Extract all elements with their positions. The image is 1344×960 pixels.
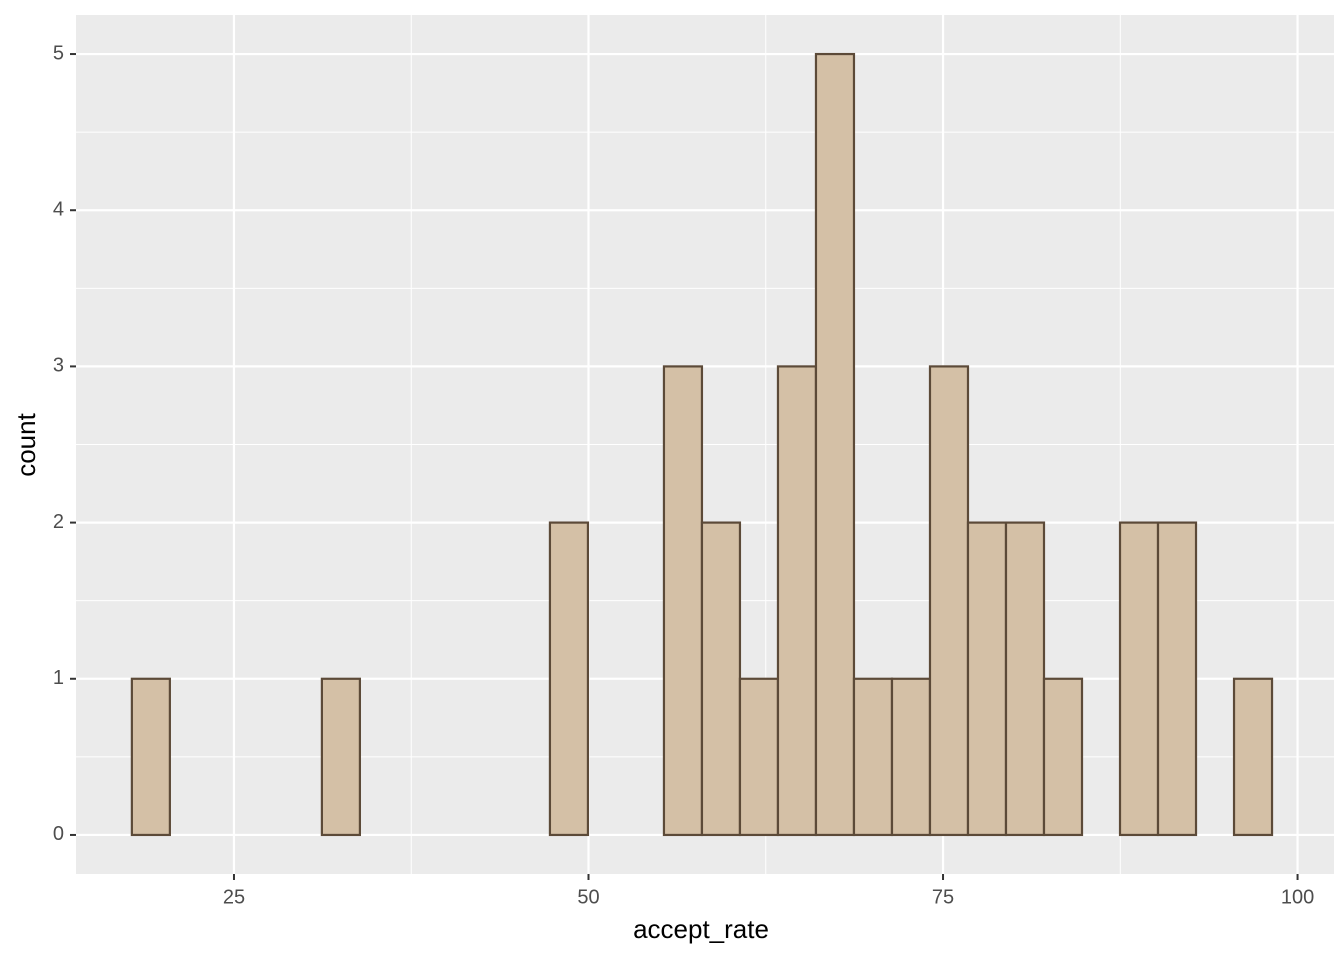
bar (1232, 677, 1274, 837)
x-tick-label: 75 (932, 886, 954, 908)
x-tick-label: 25 (223, 886, 245, 908)
bar (700, 521, 742, 837)
y-tick-label: 0 (53, 823, 64, 845)
bar (1156, 521, 1198, 837)
y-tick-label: 1 (53, 667, 64, 689)
bar (1004, 521, 1046, 837)
y-tick-label: 5 (53, 42, 64, 64)
y-tick-label: 3 (53, 355, 64, 377)
bar (928, 365, 970, 837)
bar (738, 677, 780, 837)
bar (1042, 677, 1084, 837)
bar (320, 677, 362, 837)
bar (852, 677, 894, 837)
bar (662, 365, 704, 837)
y-axis-title: count (11, 412, 41, 476)
x-tick-label: 50 (577, 886, 599, 908)
bar (1118, 521, 1160, 837)
bar (890, 677, 932, 837)
bar (814, 52, 856, 837)
x-axis-title: accept_rate (633, 914, 769, 944)
y-tick-label: 4 (53, 199, 64, 221)
bar (130, 677, 171, 837)
bar (548, 521, 590, 837)
bar (776, 365, 818, 837)
y-tick-label: 2 (53, 511, 64, 533)
bar (966, 521, 1008, 837)
x-tick-label: 100 (1281, 886, 1314, 908)
